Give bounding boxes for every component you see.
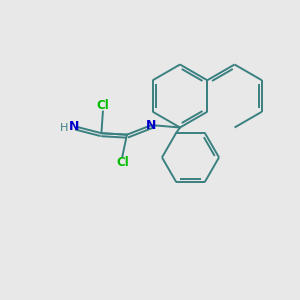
- Text: N: N: [146, 118, 157, 132]
- Text: N: N: [69, 119, 80, 133]
- Text: Cl: Cl: [116, 156, 129, 170]
- Text: Cl: Cl: [97, 98, 109, 112]
- Text: H: H: [60, 123, 69, 133]
